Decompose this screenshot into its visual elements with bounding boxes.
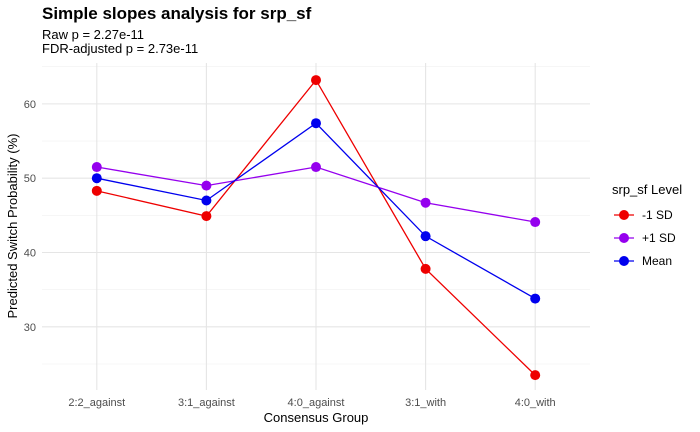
x-axis-label: Consensus Group [264,410,369,425]
y-tick-label: 30 [24,322,36,334]
data-point [91,173,102,184]
x-tick-labels: 2:2_against 3:1_against 4:0_against 3:1_wit… [68,397,555,409]
legend-key [614,232,634,243]
legend-key [614,255,634,266]
data-point [420,197,431,208]
x-tick-label: 4:0_against [288,397,345,409]
legend-key-point [619,209,629,220]
x-tick-label: 3:1_with [405,397,446,409]
y-tick-labels: 30 40 50 60 [24,99,36,334]
legend-item: Mean [612,249,682,272]
x-tick-label: 3:1_against [178,397,235,409]
legend-key [614,209,634,220]
chart-title: Simple slopes analysis for srp_sf [42,4,312,23]
grid-lines [42,63,590,390]
legend-label: -1 SD [642,207,673,222]
y-tick-label: 60 [24,99,36,111]
legend-title: srp_sf Level [612,182,683,197]
data-point [530,217,541,228]
data-point [311,75,321,86]
data-point [530,293,541,304]
legend-label: Mean [642,253,673,268]
x-tick-label: 2:2_against [68,397,125,409]
data-point [201,195,212,206]
subtitle-raw-p: Raw p = 2.27e-11 [42,27,145,42]
legend: srp_sf Level -1 SD +1 SD Mean [612,182,682,272]
y-tick-label: 40 [24,248,36,260]
data-point [91,162,102,173]
series-group [91,75,541,381]
legend-key-point [619,255,629,266]
subtitle-fdr-p: FDR-adjusted p = 2.73e-11 [42,41,199,56]
data-point [311,162,321,173]
data-point [530,370,541,381]
legend-label: +1 SD [642,230,676,245]
legend-items: -1 SD +1 SD Mean [612,203,682,272]
data-point [311,118,321,129]
data-point [420,231,431,242]
data-point [201,211,212,222]
legend-item: -1 SD [612,203,682,226]
legend-key-point [619,232,629,243]
data-point [420,263,431,274]
legend-item: +1 SD [612,226,682,249]
data-point [91,185,102,196]
x-tick-label: 4:0_with [515,397,556,409]
y-axis-label: Predicted Switch Probability (%) [5,134,20,319]
data-point [201,180,212,191]
y-tick-label: 50 [24,173,36,185]
